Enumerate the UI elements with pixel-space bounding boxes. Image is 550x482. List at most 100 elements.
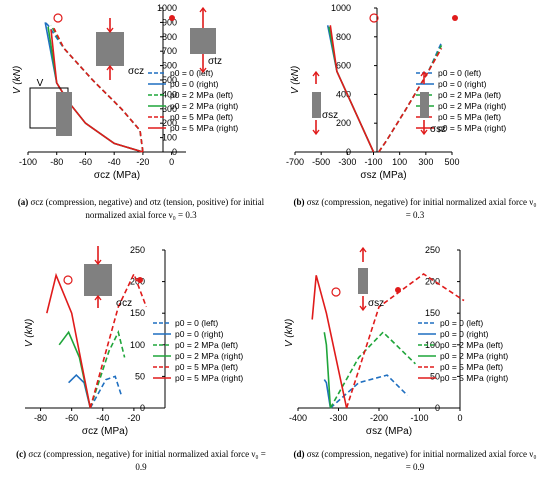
label-d-sz: σsz [368,298,384,309]
legend-label: p0 = 2 MPa (right) [175,351,243,361]
y-axis-label: V (kN) [284,319,295,347]
y-tick-label: 100 [130,340,145,350]
y-tick-label: 0 [172,147,177,157]
x-tick-label: -100 [19,157,37,167]
y-tick-label: 800 [162,32,177,42]
x-tick-label: 500 [444,157,459,167]
arrow-d-up-head [359,246,367,253]
label-c-cz: σcz [116,298,132,309]
marker-open-d [331,287,341,297]
specimen-c [84,264,112,296]
legend-label: p0 = 0 (right) [440,329,489,339]
series-line [89,271,148,409]
arrow-b-down-r-head [420,129,428,136]
y-tick-label: 600 [336,61,351,71]
arrow-a-top-head [106,27,114,34]
legend-label: p0 = 2 MPa (left) [438,90,501,100]
y-tick-label: 600 [162,61,177,71]
arrow-c-top-head [94,259,102,266]
legend-label: p0 = 2 MPa (left) [440,340,503,350]
x-tick-label: -300 [338,157,356,167]
x-tick-label: -40 [96,413,109,423]
caption-c: (c) σcz (compression, negative) for init… [16,449,266,472]
series-line [50,29,144,153]
label-b-sz-left: σsz [322,110,338,121]
series-line [329,374,408,409]
y-tick-label: 1000 [157,3,177,13]
specimen-b-left [312,92,321,118]
legend-label: p0 = 5 MPa (left) [440,362,503,372]
arrow-a-up-head [199,6,207,13]
marker-open-b [369,13,379,23]
legend-label: p0 = 0 (right) [175,329,224,339]
y-tick-label: 200 [425,277,440,287]
x-axis-label: σsz (MPa) [360,170,406,181]
x-axis-label: σcz (MPa) [82,426,128,437]
y-axis-label: V (kN) [12,66,23,94]
x-tick-label: -80 [34,413,47,423]
series-line [329,331,416,409]
x-tick-label: -60 [65,413,78,423]
wall-a [56,92,72,136]
x-tick-label: -400 [289,413,307,423]
panel-a: -100 -80 -60 -40 -20 00 100 200 300 400 500 600 700 8… [12,3,238,181]
series-line [58,330,92,409]
label-b-sz-right: σsz [430,124,446,135]
legend-label: p0 = 5 MPa (right) [438,123,506,133]
label-a-tz: σtz [208,56,222,67]
x-tick-label: -20 [127,413,140,423]
x-tick-label: 100 [392,157,407,167]
legend-label: p0 = 5 MPa (left) [170,112,233,122]
legend-label: p0 = 0 (right) [438,79,487,89]
y-tick-label: 50 [430,371,440,381]
y-tick-label: 300 [162,104,177,114]
y-tick-label: 400 [162,89,177,99]
series-line [329,25,375,153]
marker-filled-d [395,287,401,293]
arrow-c-bottom-head [94,294,102,301]
caption-b: (b) σsz (compression, negative) for init… [293,197,537,220]
legend-label: p0 = 2 MPa (right) [440,351,508,361]
legend-label: p0 = 5 MPa (left) [438,112,501,122]
y-tick-label: 150 [130,308,145,318]
x-tick-label: 0 [169,157,174,167]
caption-d: (d) σsz (compression, negative) for init… [293,449,537,472]
x-tick-label: -60 [79,157,92,167]
specimen-a-left [96,32,124,66]
x-axis-label: σcz (MPa) [94,170,140,181]
y-tick-label: 900 [162,17,177,27]
y-tick-label: 250 [425,245,440,255]
x-tick-label: -200 [370,413,388,423]
series-line [311,275,348,409]
panel-b: -700 -500 -300 -100 100 300 500 0 200 400 600 800 10… [286,3,506,181]
y-tick-label: 50 [135,371,145,381]
arrow-d-down-head [359,305,367,312]
marker-open-a [53,13,63,23]
y-tick-label: 200 [162,118,177,128]
legend-label: p0 = 2 MPa (right) [438,101,506,111]
legend-label: p0 = 5 MPa (right) [175,373,243,383]
arrow-b-down-head [312,129,320,136]
series-line [378,47,443,153]
label-a-v: V [37,78,44,89]
y-tick-label: 0 [346,147,351,157]
y-tick-label: 100 [162,133,177,143]
marker-open-c [63,275,73,285]
x-tick-label: -300 [329,413,347,423]
specimen-b-right [420,92,429,118]
specimen-d [358,268,368,294]
y-tick-label: 700 [162,46,177,56]
x-tick-label: -700 [286,157,304,167]
y-axis-label: V (kN) [290,66,301,94]
series-line [378,42,443,153]
y-tick-label: 500 [162,75,177,85]
legend-label: p0 = 0 (left) [440,318,483,328]
y-tick-label: 200 [336,118,351,128]
y-tick-label: 0 [435,403,440,413]
specimen-a-right [190,28,216,54]
marker-filled-a [169,15,175,21]
legend-label: p0 = 0 (left) [175,318,218,328]
arrow-b-up-r-head [420,70,428,77]
series-line [345,273,465,409]
